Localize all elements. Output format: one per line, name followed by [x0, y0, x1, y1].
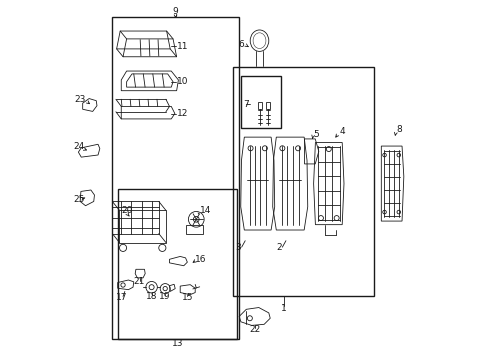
- Text: 14: 14: [200, 206, 211, 215]
- Text: 13: 13: [171, 339, 183, 348]
- Bar: [257, 102, 262, 109]
- Text: 4: 4: [339, 127, 344, 136]
- Text: 3: 3: [235, 243, 241, 252]
- Bar: [233, 67, 373, 296]
- Text: 11: 11: [176, 41, 188, 50]
- Text: 24: 24: [73, 141, 84, 150]
- Text: 1: 1: [280, 304, 286, 313]
- Text: 10: 10: [176, 77, 188, 86]
- Text: 23: 23: [75, 95, 86, 104]
- Text: 9: 9: [172, 7, 178, 16]
- Text: 2: 2: [275, 243, 281, 252]
- Text: 16: 16: [195, 255, 206, 264]
- Text: 17: 17: [116, 293, 127, 302]
- Text: 7: 7: [243, 100, 248, 109]
- Text: 21: 21: [134, 277, 145, 286]
- Bar: [118, 189, 237, 339]
- Text: 5: 5: [312, 130, 318, 139]
- Bar: [241, 76, 281, 128]
- Text: 22: 22: [249, 325, 260, 334]
- Text: 18: 18: [145, 292, 157, 301]
- Bar: [111, 18, 239, 339]
- Text: 6: 6: [238, 40, 244, 49]
- Text: 8: 8: [395, 126, 401, 135]
- Text: 15: 15: [181, 293, 193, 302]
- Text: 19: 19: [159, 292, 171, 301]
- Text: 25: 25: [73, 195, 84, 204]
- Text: 20: 20: [121, 206, 132, 215]
- Text: 12: 12: [176, 109, 187, 118]
- Bar: [265, 102, 269, 109]
